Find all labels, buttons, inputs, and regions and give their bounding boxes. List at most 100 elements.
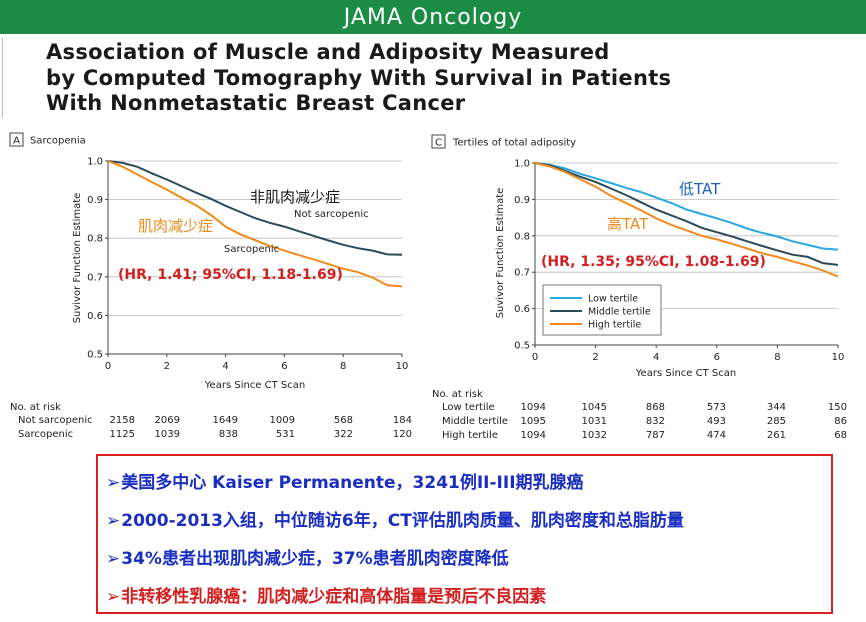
page-title: Association of Muscle and Adiposity Meas… — [46, 40, 856, 117]
summary-bullet-2-text: 2000-2013入组，中位随访6年，CT评估肌肉质量、肌肉密度和总脂肪量 — [121, 511, 684, 531]
summary-box: ➢美国多中心 Kaiser Permanente，3241例II-III期乳腺癌… — [96, 454, 833, 614]
x-tick-label: 0 — [532, 352, 538, 363]
y-tick-label: 0.6 — [514, 304, 530, 315]
panel-a-risk-table: Not sarcopenic 2158 2069 1649 1009 568 184 Sarc… — [18, 415, 412, 440]
panel-a-annotation-cn-sarcopenic: 肌肉减少症 — [138, 217, 213, 235]
series-line-sarcopenic — [107, 160, 403, 288]
risk-cell: 261 — [767, 430, 786, 441]
panel-a-annotation-en-not-sarcopenic: Not sarcopenic — [294, 209, 369, 220]
summary-bullet-1-text: 美国多中心 Kaiser Permanente，3241例II-III期乳腺癌 — [121, 473, 584, 493]
x-tick-label: 10 — [396, 361, 409, 372]
x-tick-label: 8 — [340, 361, 346, 372]
risk-cell: 68 — [834, 430, 847, 441]
x-tick-label: 6 — [281, 361, 287, 372]
panel-c-annotation-high-tat: 高TAT — [607, 215, 649, 233]
legend-label-low: Low tertile — [588, 294, 638, 305]
risk-cell: 1039 — [155, 429, 180, 440]
x-tick-label: 2 — [164, 361, 170, 372]
panel-a-sarcopenia: A Sarcopenia 0.5 0.6 0.7 0.8 0.9 1.0 0 2 4 6 8 10 Y… — [9, 132, 412, 440]
y-tick-label: 1.0 — [514, 159, 530, 170]
risk-row-label: Not sarcopenic — [18, 415, 93, 426]
risk-cell: 150 — [828, 402, 847, 413]
summary-bullet-3-text: 34%患者出现肌肉减少症，37%患者肌肉密度降低 — [121, 549, 509, 569]
y-tick-label: 0.5 — [514, 341, 530, 352]
y-tick-label: 0.7 — [514, 268, 530, 279]
risk-cell: 1125 — [110, 429, 135, 440]
risk-cell: 1031 — [582, 416, 607, 427]
panel-c-letter: C — [435, 138, 442, 149]
panel-a-title: Sarcopenia — [30, 136, 86, 147]
risk-row-label: Middle tertile — [442, 416, 508, 427]
x-tick-label: 4 — [222, 361, 228, 372]
bullet-arrow-icon: ➢ — [106, 473, 121, 493]
risk-cell: 86 — [834, 416, 847, 427]
panel-a-letter: A — [13, 136, 20, 147]
panel-c-adiposity: C Tertiles of total adiposity 0.5 0.6 0.7 0… — [431, 134, 847, 441]
risk-cell: 1094 — [521, 402, 546, 413]
x-tick-label: 6 — [714, 352, 720, 363]
survival-charts: A Sarcopenia 0.50.60.70.80.91.00 2 4 6 8 10 Y… — [9, 132, 847, 441]
risk-cell: 838 — [219, 429, 238, 440]
risk-cell: 322 — [334, 429, 353, 440]
legend-label-middle: Middle tertile — [588, 307, 651, 318]
bullet-arrow-icon: ➢ — [106, 587, 121, 607]
divider — [2, 38, 3, 118]
risk-cell: 568 — [334, 415, 353, 426]
risk-cell: 868 — [646, 402, 665, 413]
series-line-middle-tertile — [534, 162, 839, 266]
journal-name-bar: JAMA Oncology — [0, 0, 866, 34]
panel-c-letter-box — [431, 134, 446, 149]
summary-bullet-4-text: 非转移性乳腺癌：肌肉减少症和高体脂量是预后不良因素 — [121, 587, 547, 607]
risk-cell: 120 — [393, 429, 412, 440]
bullet-arrow-icon: ➢ — [106, 549, 121, 569]
series-line-low-tertile — [534, 162, 839, 251]
risk-row-label: High tertile — [442, 430, 498, 441]
risk-cell: 184 — [393, 415, 412, 426]
panel-a-hazard-ratio: (HR, 1.41; 95%CI, 1.18-1.69) — [118, 267, 343, 283]
panel-c-ticks: 0.5 0.6 0.7 0.8 0.9 1.0 0 2 4 6 8 10 — [514, 159, 844, 364]
title-line-3: With Nonmetastatic Breast Cancer — [46, 91, 466, 115]
panel-c-title: Tertiles of total adiposity — [452, 138, 576, 149]
risk-cell: 2158 — [110, 415, 135, 426]
risk-cell: 285 — [767, 416, 786, 427]
risk-cell: 1045 — [582, 402, 607, 413]
x-tick-label: 8 — [774, 352, 780, 363]
risk-cell: 832 — [646, 416, 665, 427]
risk-row-label: Sarcopenic — [18, 429, 73, 440]
panel-c-y-axis-label: Suvivor Function Estimate — [495, 188, 506, 319]
x-tick-label: 0 — [105, 361, 111, 372]
panel-c-hazard-ratio: (HR, 1.35; 95%CI, 1.08-1.69) — [541, 254, 766, 270]
risk-cell: 474 — [707, 430, 726, 441]
panel-a-y-axis-label: Suvivor Function Estimate — [72, 193, 83, 324]
risk-cell: 573 — [707, 402, 726, 413]
risk-cell: 2069 — [155, 415, 180, 426]
bullet-arrow-icon: ➢ — [106, 511, 121, 531]
risk-cell: 493 — [707, 416, 726, 427]
x-tick-label: 10 — [832, 352, 845, 363]
panel-c-series — [534, 162, 839, 278]
title-line-2: by Computed Tomography With Survival in … — [46, 65, 672, 90]
risk-cell: 787 — [646, 430, 665, 441]
title-line-1: Association of Muscle and Adiposity Meas… — [46, 40, 610, 64]
panel-a-axes — [107, 161, 402, 355]
risk-cell: 344 — [767, 402, 786, 413]
risk-cell: 1032 — [582, 430, 607, 441]
y-tick-label: 0.8 — [87, 234, 103, 245]
y-tick-label: 0.5 — [87, 350, 103, 361]
risk-cell: 1095 — [521, 416, 546, 427]
risk-row-label: Low tertile — [442, 402, 495, 413]
series-line-high-tertile — [534, 162, 839, 278]
risk-cell: 1649 — [213, 415, 238, 426]
x-tick-label: 2 — [592, 352, 598, 363]
y-tick-label: 0.9 — [87, 195, 103, 206]
summary-bullet-2: ➢2000-2013入组，中位随访6年，CT评估肌肉质量、肌肉密度和总脂肪量 — [106, 506, 684, 531]
series-line-not-sarcopenic — [107, 160, 403, 256]
y-tick-label: 0.8 — [514, 231, 530, 242]
summary-bullet-4: ➢非转移性乳腺癌：肌肉减少症和高体脂量是预后不良因素 — [106, 582, 546, 607]
panel-a-annotation-cn-not-sarcopenic: 非肌肉减少症 — [250, 188, 340, 206]
panel-c-legend: Low tertile Middle tertile High tertile — [542, 284, 662, 336]
panel-a-risk-header: No. at risk — [10, 402, 61, 413]
y-tick-label: 0.6 — [87, 311, 103, 322]
summary-bullet-1: ➢美国多中心 Kaiser Permanente，3241例II-III期乳腺癌 — [106, 468, 584, 493]
panel-a-letter-box — [9, 132, 24, 147]
